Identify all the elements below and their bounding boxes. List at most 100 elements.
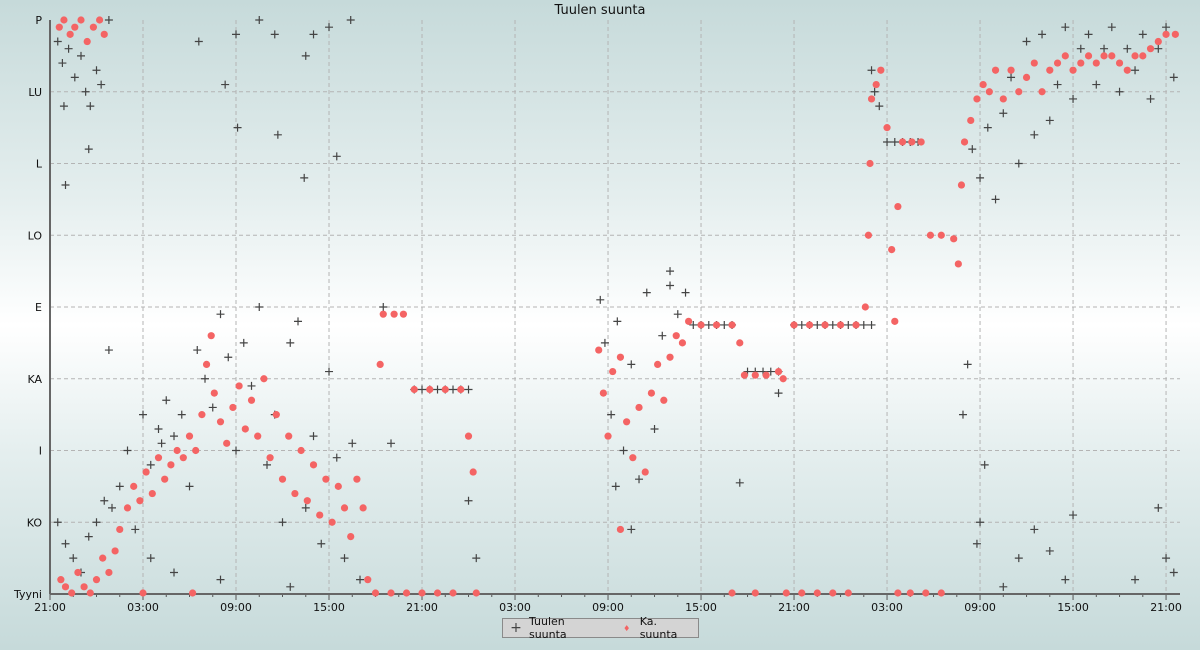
dot-marker	[647, 389, 656, 397]
dot-marker	[1171, 30, 1179, 38]
plus-marker	[890, 137, 899, 146]
dot-marker	[877, 66, 885, 74]
dot-marker	[728, 589, 736, 597]
dot-marker	[61, 583, 70, 591]
series-ka-suunta	[55, 16, 1179, 597]
dot-marker	[985, 88, 993, 96]
plus-marker	[650, 424, 659, 433]
plus-marker	[86, 102, 95, 111]
plus-marker	[61, 181, 70, 190]
dot-marker	[762, 371, 770, 379]
plus-marker	[619, 446, 628, 455]
plus-marker	[867, 66, 876, 75]
dot-marker	[861, 303, 869, 311]
y-tick-label: KA	[27, 373, 42, 386]
dot-marker	[359, 504, 367, 512]
x-tick-label: 21:00	[1150, 601, 1182, 614]
dot-marker	[623, 418, 631, 426]
dot-marker	[89, 23, 98, 31]
dot-marker	[198, 411, 206, 419]
dot-marker	[844, 589, 852, 597]
dot-marker	[836, 321, 845, 329]
dot-marker	[604, 432, 612, 440]
plus-marker	[170, 432, 179, 441]
dot-marker	[410, 385, 418, 394]
plus-marker	[263, 460, 272, 469]
dot-marker	[595, 346, 603, 354]
plus-marker	[1131, 575, 1140, 584]
plus-marker	[77, 51, 86, 60]
plus-marker	[596, 295, 605, 304]
dot-marker	[852, 321, 860, 329]
dot-marker	[185, 432, 194, 440]
plus-marker	[600, 338, 609, 347]
dot-marker	[1015, 88, 1023, 96]
dot-marker	[864, 231, 873, 239]
dot-marker	[954, 260, 962, 268]
plus-marker	[1107, 23, 1116, 32]
plus-marker	[1138, 30, 1147, 39]
y-tick-label: LO	[28, 229, 43, 242]
plus-marker	[157, 439, 166, 448]
plus-marker	[797, 320, 806, 329]
plus-marker	[666, 267, 675, 276]
plus-marker	[980, 460, 989, 469]
dot-marker	[328, 518, 336, 526]
plus-marker	[216, 575, 225, 584]
grid	[50, 20, 1180, 594]
plus-marker	[1162, 554, 1171, 563]
dot-marker	[55, 23, 63, 31]
plus-marker	[208, 403, 217, 412]
plus-marker	[464, 385, 473, 394]
x-tick-label: 15:00	[685, 601, 717, 614]
y-tick-label: KO	[27, 516, 43, 529]
plus-marker	[1100, 44, 1109, 53]
plus-marker	[642, 288, 651, 297]
dot-marker	[297, 446, 305, 455]
dot-marker	[1139, 52, 1147, 60]
dot-marker	[399, 310, 408, 318]
plus-marker	[1030, 525, 1039, 534]
dot-marker	[950, 235, 958, 243]
plus-marker	[1045, 116, 1054, 125]
dot-marker	[229, 403, 237, 412]
plus-marker	[720, 320, 729, 329]
plus-marker	[813, 320, 822, 329]
plus-marker	[69, 554, 78, 563]
dot-marker	[991, 66, 1000, 74]
dot-marker	[83, 37, 91, 46]
dot-marker	[894, 202, 902, 211]
dot-marker	[779, 375, 787, 383]
dot-marker	[189, 589, 197, 597]
plus-marker	[766, 367, 775, 376]
dot-marker	[967, 116, 975, 125]
plus-marker	[194, 37, 203, 46]
plus-marker	[1131, 66, 1140, 75]
dot-marker	[173, 446, 181, 455]
dot-marker	[371, 589, 380, 597]
plus-marker	[689, 320, 698, 329]
dot-marker	[472, 589, 480, 597]
plus-marker	[221, 80, 230, 89]
plus-marker-icon: +	[510, 620, 522, 636]
series-tuulen-suunta	[53, 16, 1178, 591]
plus-marker	[607, 410, 616, 419]
plus-marker	[379, 303, 388, 311]
chart-title: Tuulen suunta	[554, 3, 646, 18]
legend-item-ka-suunta: ♦ Ka. suunta	[620, 615, 698, 641]
plus-marker	[286, 582, 295, 591]
dot-marker	[142, 468, 150, 476]
dot-marker	[813, 589, 821, 597]
dot-marker	[123, 504, 132, 512]
dot-marker	[1100, 52, 1108, 60]
dot-marker	[154, 454, 163, 462]
dot-marker	[926, 231, 935, 239]
plus-marker	[139, 410, 148, 419]
dot-marker	[235, 382, 243, 390]
plus-marker	[216, 310, 225, 319]
dot-marker	[241, 425, 249, 433]
plus-marker	[346, 16, 355, 24]
plus-marker	[273, 130, 282, 139]
dot-marker	[1131, 52, 1139, 60]
dot-marker	[402, 589, 411, 597]
